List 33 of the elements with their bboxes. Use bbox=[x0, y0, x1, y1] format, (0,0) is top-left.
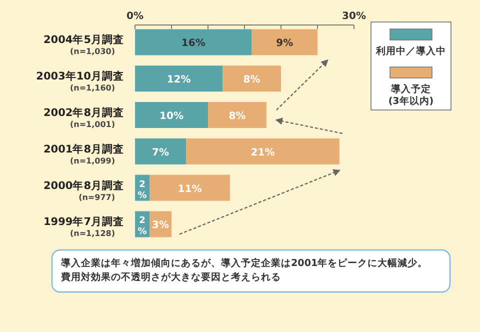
data-label: 8% bbox=[243, 74, 260, 86]
data-label: 12% bbox=[166, 74, 191, 86]
data-label: 7% bbox=[152, 147, 170, 158]
data-label: 9% bbox=[276, 38, 294, 50]
data-label: 2% bbox=[138, 216, 147, 238]
bar bbox=[186, 138, 340, 164]
data-label: 8% bbox=[228, 111, 246, 122]
data-label: 3% bbox=[152, 220, 170, 232]
data-label: 11% bbox=[178, 184, 202, 195]
data-label: 2% bbox=[138, 180, 147, 201]
bar bbox=[208, 102, 266, 128]
bar bbox=[135, 29, 252, 56]
text: 費用対効果の不透明さが大きな要因と考えられる bbox=[60, 271, 281, 283]
bar bbox=[135, 66, 223, 92]
y-tick-label: 1999年7月調査 (n=1,128) bbox=[43, 215, 124, 238]
y-tick-label: 2003年10月調査 (n=1,160) bbox=[36, 70, 124, 93]
y-tick-label: 2002年8月調査 (n=1,001) bbox=[43, 106, 124, 129]
data-label: 10% bbox=[160, 111, 184, 122]
y-tick-label: 2001年8月調査 (n=1,099) bbox=[43, 142, 124, 166]
x-tick-label: 0% bbox=[126, 11, 144, 22]
text: 導入企業は年々増加傾向にあるが、導入予定企業は2001年をピークに大幅減少。 bbox=[60, 257, 428, 269]
y-tick-label: 2000年8月調査 (n=977) bbox=[43, 178, 124, 202]
bar bbox=[252, 29, 318, 56]
legend-label: 利用中／導入中 bbox=[375, 45, 446, 57]
legend-label: 導入予定 (3年以内) bbox=[388, 83, 434, 107]
bar bbox=[135, 138, 186, 164]
y-tick-label: 2004年5月調査 (n=1,030) bbox=[43, 33, 124, 56]
data-label: 16% bbox=[181, 38, 206, 50]
bar bbox=[135, 102, 208, 128]
x-tick-label: 30% bbox=[342, 11, 366, 22]
bar bbox=[150, 174, 230, 201]
bar bbox=[222, 66, 281, 92]
data-label: 21% bbox=[250, 147, 275, 158]
